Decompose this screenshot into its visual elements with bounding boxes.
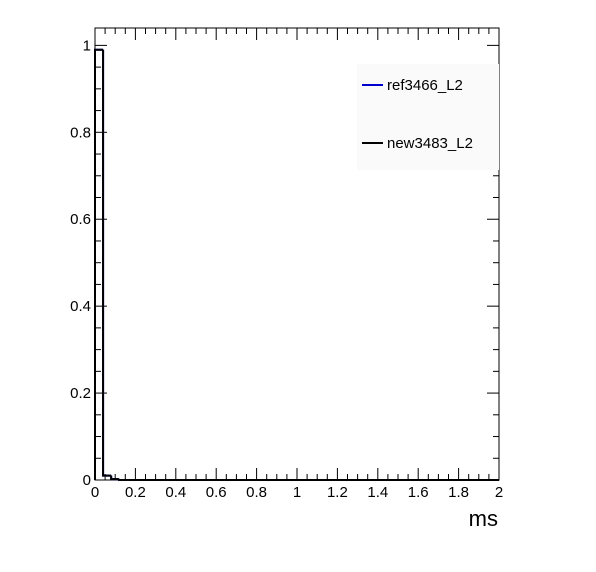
histogram-bin xyxy=(118,479,128,481)
y-tick-label: 0.8 xyxy=(70,124,91,141)
x-tick-label: 1.8 xyxy=(448,484,469,501)
histogram-bin xyxy=(94,48,104,480)
x-tick-label: 2 xyxy=(495,484,503,501)
legend-label: new3483_L2 xyxy=(387,135,473,152)
legend-box xyxy=(357,64,499,170)
x-tick-label: 0.2 xyxy=(125,484,146,501)
histogram-bin xyxy=(110,475,120,481)
y-tick-label: 0.6 xyxy=(70,211,91,228)
x-tick-label: 1 xyxy=(293,484,301,501)
y-tick-label: 0.2 xyxy=(70,385,91,402)
x-tick-label: 0.8 xyxy=(246,484,267,501)
x-tick-label: 1.6 xyxy=(408,484,429,501)
x-axis-label: ms xyxy=(469,506,498,531)
y-tick-label: 1 xyxy=(83,37,91,54)
y-tick-label: 0 xyxy=(83,472,91,489)
x-tick-label: 0.4 xyxy=(165,484,186,501)
legend-label: ref3466_L2 xyxy=(387,77,463,94)
histogram-bin xyxy=(102,49,112,477)
y-tick-label: 0.4 xyxy=(70,298,91,315)
x-tick-label: 1.4 xyxy=(367,484,388,501)
x-tick-label: 0 xyxy=(91,484,99,501)
x-tick-label: 1.2 xyxy=(327,484,348,501)
x-tick-label: 0.6 xyxy=(206,484,227,501)
